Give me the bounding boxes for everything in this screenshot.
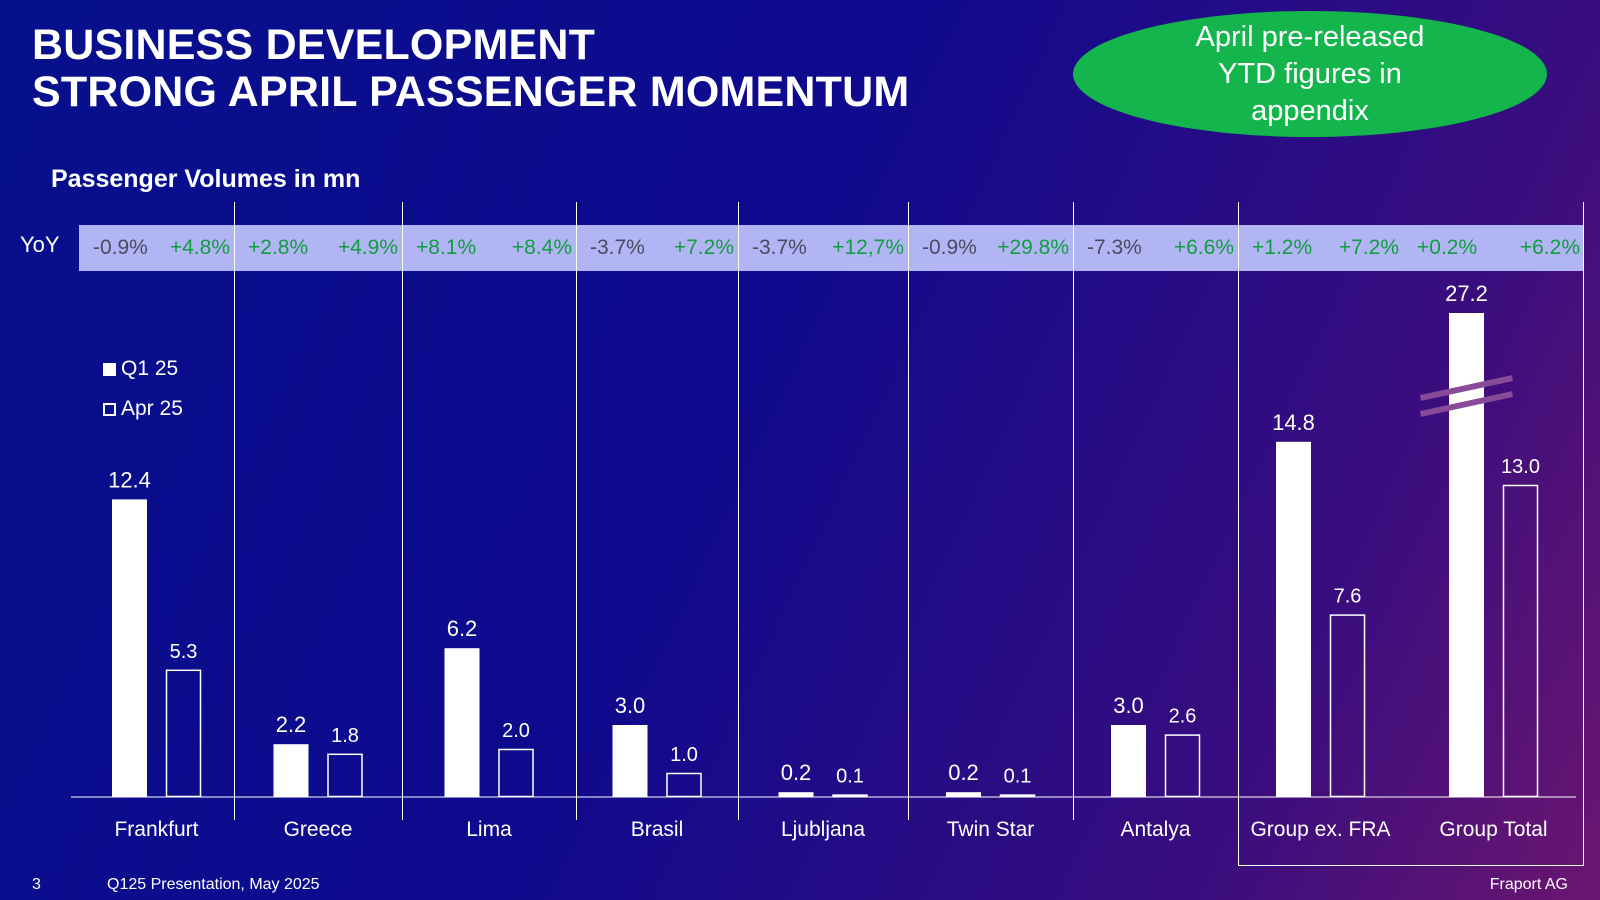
axis-break-mark-upper [1419, 375, 1514, 401]
category-label-antalya: Antalya [1120, 818, 1190, 841]
yoy-cell-group-total: +0.2% +6.2% [1403, 225, 1584, 271]
axis-break-mark-lower [1419, 391, 1514, 417]
legend-label-q1: Q1 25 [121, 357, 179, 380]
yoy-cell-frankfurt: -0.9% +4.8% [79, 225, 234, 271]
bar-apr-lima [498, 748, 534, 798]
yoy-value-apr: +4.8% [169, 236, 230, 259]
yoy-value-apr: +29.8% [997, 236, 1069, 259]
data-label-apr-brasil: 1.0 [670, 744, 698, 766]
category-label-ljubljana: Ljubljana [781, 818, 865, 841]
bar-q1-frankfurt [112, 499, 147, 797]
bar-apr-frankfurt [165, 669, 202, 798]
category-separator [908, 202, 909, 820]
bar-apr-greece [327, 753, 363, 798]
data-label-apr-lima: 2.0 [502, 720, 530, 742]
category-separator [1073, 202, 1074, 820]
category-label-greece: Greece [284, 818, 353, 841]
legend-swatch-outline [103, 402, 116, 416]
data-label-apr-frankfurt: 5.3 [170, 641, 198, 663]
data-label-apr-ljubljana: 0.1 [836, 766, 864, 788]
yoy-cell-twin-star: -0.9% +29.8% [908, 225, 1073, 271]
bar-q1-greece [273, 744, 309, 797]
data-label-apr-greece: 1.8 [331, 725, 359, 747]
category-separator [738, 202, 739, 820]
yoy-value-apr: +12,7% [832, 236, 904, 259]
data-label-q1-ljubljana: 0.2 [781, 760, 812, 785]
yoy-value-q1: -0.9% [922, 236, 977, 259]
yoy-value-q1: +0.2% [1417, 236, 1478, 259]
yoy-value-apr: +7.2% [1338, 236, 1399, 259]
chart-subtitle: Passenger Volumes in mn [51, 165, 361, 193]
yoy-value-q1: +8.1% [416, 236, 477, 259]
data-label-apr-antalya: 2.6 [1169, 706, 1197, 728]
legend-swatch-filled [103, 362, 116, 376]
yoy-value-q1: +2.8% [248, 236, 309, 259]
bar-apr-ljubljana [832, 794, 868, 798]
data-label-q1-antalya: 3.0 [1113, 693, 1144, 718]
bar-q1-antalya [1111, 725, 1146, 797]
page-number: 3 [32, 876, 41, 893]
yoy-cell-group-ex-fra: +1.2% +7.2% [1238, 225, 1403, 271]
yoy-value-q1: -0.9% [93, 236, 148, 259]
category-label-group-total: Group Total [1439, 818, 1547, 841]
data-label-apr-group-total: 13.0 [1501, 456, 1540, 478]
yoy-label: YoY [20, 232, 60, 257]
category-label-twin-star: Twin Star [947, 818, 1035, 841]
data-label-q1-group-total: 27.2 [1445, 281, 1488, 306]
legend-label-apr: Apr 25 [121, 397, 183, 420]
data-label-q1-group-ex-fra: 14.8 [1272, 410, 1315, 435]
bar-apr-brasil [666, 772, 702, 798]
callout-text: April pre-released YTD figures in append… [1195, 20, 1425, 127]
data-label-q1-frankfurt: 12.4 [108, 467, 151, 492]
data-label-q1-lima: 6.2 [447, 616, 478, 641]
category-label-lima: Lima [466, 818, 512, 841]
yoy-value-q1: -7.3% [1087, 236, 1142, 259]
data-label-apr-group-ex-fra: 7.6 [1334, 586, 1362, 608]
bar-q1-twin-star [946, 792, 981, 797]
bar-apr-group-ex-fra [1329, 614, 1366, 798]
yoy-cell-greece: +2.8% +4.9% [234, 225, 402, 271]
data-label-q1-brasil: 3.0 [615, 693, 646, 718]
title-line-2: STRONG APRIL PASSENGER MOMENTUM [32, 68, 910, 116]
bar-q1-group-total [1449, 313, 1484, 797]
category-label-brasil: Brasil [631, 818, 684, 841]
bar-q1-ljubljana [778, 792, 814, 797]
data-label-q1-greece: 2.2 [276, 712, 307, 737]
yoy-cell-lima: +8.1% +8.4% [402, 225, 576, 271]
bar-apr-group-total [1502, 484, 1539, 798]
company-label: Fraport AG [1489, 876, 1568, 893]
yoy-band [79, 225, 1584, 271]
title-line-1: BUSINESS DEVELOPMENT [32, 21, 596, 69]
yoy-value-q1: -3.7% [590, 236, 645, 259]
bar-apr-twin-star [999, 794, 1036, 798]
data-label-q1-twin-star: 0.2 [948, 760, 979, 785]
yoy-value-q1: +1.2% [1252, 236, 1313, 259]
yoy-value-q1: -3.7% [752, 236, 807, 259]
yoy-value-apr: +4.9% [337, 236, 398, 259]
group-highlight-box [1238, 202, 1584, 866]
yoy-cell-antalya: -7.3% +6.6% [1073, 225, 1238, 271]
bar-q1-group-ex-fra [1276, 441, 1311, 797]
page-title: BUSINESS DEVELOPMENT STRONG APRIL PASSEN… [32, 22, 909, 116]
legend-item-apr: Apr 25 [103, 397, 183, 421]
category-label-frankfurt: Frankfurt [114, 818, 198, 841]
legend-item-q1: Q1 25 [103, 357, 178, 381]
yoy-value-apr: +6.2% [1519, 236, 1580, 259]
yoy-cell-brasil: -3.7% +7.2% [576, 225, 738, 271]
presentation-label: Q125 Presentation, May 2025 [107, 876, 320, 893]
yoy-value-apr: +8.4% [511, 236, 572, 259]
data-label-apr-twin-star: 0.1 [1004, 766, 1032, 788]
appendix-callout: April pre-released YTD figures in append… [1073, 11, 1547, 137]
category-label-group-ex-fra: Group ex. FRA [1250, 818, 1390, 841]
bar-q1-lima [444, 648, 480, 797]
category-separator [234, 202, 235, 820]
yoy-cell-ljubljana: -3.7% +12,7% [738, 225, 908, 271]
category-separator [576, 202, 577, 820]
bar-apr-antalya [1164, 734, 1201, 798]
bar-q1-brasil [612, 725, 648, 797]
category-separator [402, 202, 403, 820]
yoy-value-apr: +7.2% [673, 236, 734, 259]
yoy-value-apr: +6.6% [1173, 236, 1234, 259]
